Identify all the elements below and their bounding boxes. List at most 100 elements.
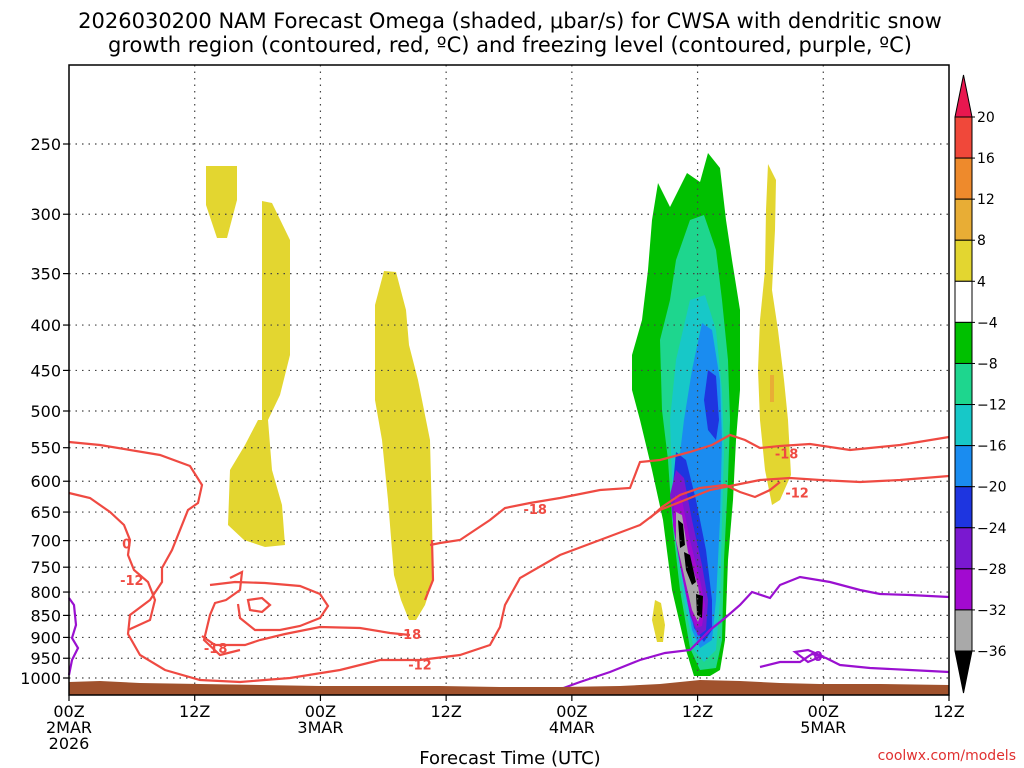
colorbar-top-arrow (954, 74, 973, 118)
freezing-left-edge (67, 597, 80, 676)
contour-minus18-upper (68, 491, 157, 632)
omega-area-sinking-2 (262, 201, 290, 420)
omega-area-sinking-3 (228, 420, 285, 547)
colorbar-label-4: 4 (977, 274, 986, 290)
colorbar-label-3: 8 (977, 233, 986, 249)
colorbar-box-1 (954, 116, 973, 159)
omega-area-sinking-5 (652, 600, 665, 642)
chart-title-line2: growth region (contoured, red, ºC) and f… (108, 33, 912, 57)
y-tick-label-900: 900 (30, 628, 61, 647)
colorbar-box-3 (954, 198, 973, 241)
gridlines (69, 65, 949, 695)
freezing-main (557, 575, 950, 692)
x-tick-label-7: 12Z (933, 702, 964, 721)
omega-area-sinking-6 (758, 164, 791, 505)
y-tick-label-250: 250 (30, 135, 61, 154)
plot-frame (68, 64, 950, 696)
y-axis: 250 300 350 400 450 500 550 600 650 700 750 800 850 9… (20, 135, 69, 688)
colorbar-label-1: 16 (977, 151, 995, 167)
colorbar-box-8 (954, 404, 973, 447)
y-tick-label-600: 600 (30, 472, 61, 491)
colorbar-box-11 (954, 527, 973, 570)
x-tick-label-3: 12Z (430, 702, 461, 721)
colorbar-box-2 (954, 157, 973, 200)
y-tick-label-550: 550 (30, 439, 61, 458)
contour-minus18-dgzcore (649, 481, 781, 519)
x-tick-label-1: 12Z (179, 702, 210, 721)
colorbar-box-6 (954, 321, 973, 364)
y-tick-label-450: 450 (30, 361, 61, 380)
colorbar-box-5 (954, 280, 973, 323)
y-tick-label-400: 400 (30, 316, 61, 335)
contour-minus18-lowloop (202, 570, 244, 657)
colorbar-bottom-arrow (954, 650, 973, 694)
contour-label-2: -18 (398, 628, 422, 643)
x-tick-label-6: 00Z (808, 702, 839, 721)
x-date-label-2: 3MAR (297, 718, 343, 737)
watermark: coolwx.com/models (878, 748, 1016, 764)
omega-area-sinking-moderate (770, 375, 774, 402)
y-tick-label-850: 850 (30, 606, 61, 625)
contour-label-6: -18 (775, 447, 799, 462)
colorbar-label-13: −36 (977, 644, 1007, 660)
colorbar-box-4 (954, 239, 973, 282)
colorbar-box-7 (954, 362, 973, 406)
chart-title-line1: 2026030200 NAM Forecast Omega (shaded, μ… (78, 9, 942, 33)
x-date-label-6: 5MAR (800, 718, 846, 737)
contour-label-0: -12 (120, 574, 144, 589)
dgz-contours (68, 433, 950, 684)
x-date-label-0: 2MAR (46, 718, 92, 737)
y-tick-label-700: 700 (30, 532, 61, 551)
colorbar-label-12: −32 (977, 603, 1007, 619)
terrain-surface (69, 680, 949, 695)
colorbar-label-6: −8 (977, 356, 998, 372)
x-tick-label-5: 12Z (682, 702, 713, 721)
contour-dgz-inner (423, 539, 435, 601)
x-tick-label-4: 00Z (556, 702, 587, 721)
x-date-label-4: 4MAR (549, 718, 595, 737)
y-tick-label-750: 750 (30, 558, 61, 577)
omega-area-rising-20 (704, 370, 719, 440)
colorbar-box-12 (954, 568, 973, 611)
y-tick-label-1000: 1000 (20, 669, 61, 688)
contour-minus18-mid (209, 580, 330, 632)
y-tick-label-650: 650 (30, 503, 61, 522)
colorbar-label-0: 20 (977, 110, 995, 126)
freezing-lower (759, 652, 950, 674)
y-tick-label-950: 950 (30, 649, 61, 668)
contour-label-4: -18 (523, 503, 547, 518)
colorbar-label-8: −16 (977, 439, 1007, 455)
contour-label-5: 0 (122, 537, 131, 552)
contour-labels: -12 -18 -18 -12 -18 0 -18 -12 0 (120, 447, 822, 673)
contour-minus12-upper (68, 440, 950, 684)
contour-minus18-lower (201, 625, 411, 647)
y-tick-label-800: 800 (30, 583, 61, 602)
freezing-loop (792, 648, 825, 664)
colorbar-box-13 (954, 609, 973, 652)
y-tick-label-350: 350 (30, 265, 61, 284)
x-year-label-0: 2026 (49, 734, 90, 753)
omega-area-rising-36b (684, 552, 696, 585)
colorbar-label-11: −28 (977, 562, 1007, 578)
colorbar-label-2: 12 (977, 192, 995, 208)
contour-minus18-main (429, 433, 950, 547)
omega-area-sinking-1 (206, 166, 237, 238)
contour-label-8: 0 (814, 650, 823, 665)
contour-label-1: -18 (204, 642, 228, 657)
colorbar-label-9: −20 (977, 480, 1007, 496)
omega-area-sinking-4 (375, 271, 433, 620)
freezing-contours (67, 575, 950, 692)
omega-area-rising-36a (678, 520, 685, 548)
colorbar-box-9 (954, 445, 973, 488)
colorbar-label-10: −24 (977, 521, 1007, 537)
x-tick-label-2: 00Z (305, 702, 336, 721)
plot-area: -12 -18 -18 -12 -18 0 -18 -12 0 (67, 64, 950, 696)
contour-minus18-box (246, 596, 272, 614)
y-tick-label-300: 300 (30, 205, 61, 224)
x-axis-label: Forecast Time (UTC) (419, 748, 600, 768)
contour-label-3: -12 (408, 658, 432, 673)
y-tick-label-500: 500 (30, 402, 61, 421)
colorbar-box-10 (954, 486, 973, 529)
